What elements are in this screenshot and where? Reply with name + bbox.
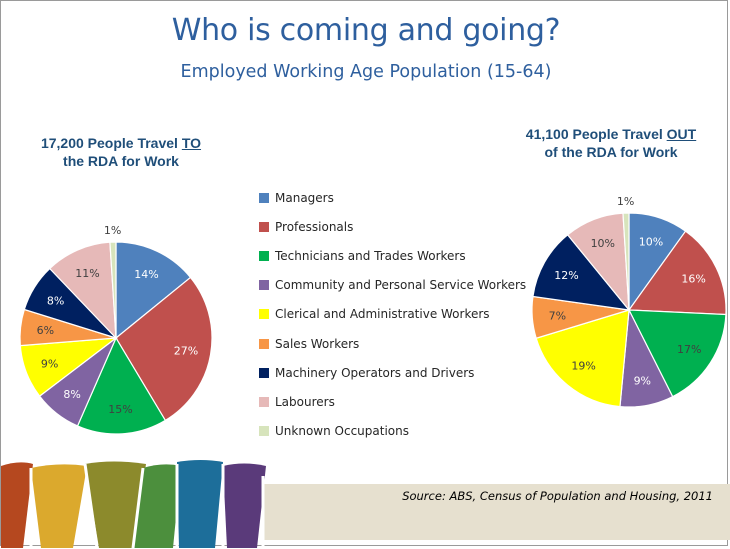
legend-swatch <box>259 309 269 320</box>
footer-band-shape <box>1 462 33 548</box>
heading-out-prefix: 41,100 People Travel <box>525 126 667 142</box>
legend-item: Managers <box>259 183 529 212</box>
legend-label: Unknown Occupations <box>275 424 409 439</box>
footer-separator <box>131 467 145 548</box>
pie-chart-to: 14% 27% 15% 8% 9% 6% 8% 11% 1% <box>19 224 213 435</box>
pie-data-label: 6% <box>37 324 54 337</box>
legend-swatch <box>259 192 269 203</box>
legend-item: Labourers <box>259 387 529 416</box>
footer-decoration <box>1 460 730 548</box>
legend-item: Clerical and Administrative Workers <box>259 300 529 329</box>
pie-data-label: 10% <box>591 237 615 250</box>
legend-label: Community and Personal Service Workers <box>275 278 527 293</box>
pie-slice <box>115 241 192 340</box>
pie-data-label: 12% <box>554 269 578 282</box>
pie-chart-out: 10% 16% 17% 9% 19% 7% 12% 10% 1% <box>531 195 727 408</box>
heading-to-suffix: the RDA for Work <box>63 153 179 169</box>
pie-slice <box>628 309 727 398</box>
legend-label: Managers <box>275 190 334 205</box>
footer-band-shape <box>223 463 266 548</box>
pie-data-label: 1% <box>617 195 634 208</box>
legend-swatch <box>259 426 269 437</box>
pie-data-label: 10% <box>639 236 663 249</box>
legend-swatch <box>259 280 269 291</box>
legend-label: Professionals <box>275 219 354 234</box>
footer-band-strip <box>263 484 730 540</box>
legend-item: Professionals <box>259 212 529 241</box>
chart-heading-out: 41,100 People Travel OUT of the RDA for … <box>511 125 711 161</box>
legend-item: Machinery Operators and Drivers <box>259 358 529 387</box>
pie-slice <box>622 212 630 311</box>
pie-slice <box>115 276 213 422</box>
legend-item: Community and Personal Service Workers <box>259 271 529 300</box>
source-note: Source: ABS, Census of Population and Ho… <box>402 489 713 503</box>
legend-label: Sales Workers <box>275 336 360 351</box>
legend-label: Labourers <box>275 394 335 409</box>
slide-title: Who is coming and going? <box>171 13 561 48</box>
heading-to-prefix: 17,200 People Travel <box>40 135 182 151</box>
pie-data-label: 9% <box>634 375 651 388</box>
chart-heading-to: 17,200 People Travel TO the RDA for Work <box>21 134 221 170</box>
footer-band-shape <box>31 464 87 548</box>
pie-slice <box>627 230 727 316</box>
pie-data-label: 15% <box>108 403 132 416</box>
legend-item: Unknown Occupations <box>259 417 529 446</box>
legend-label: Clerical and Administrative Workers <box>275 307 490 322</box>
pie-slice <box>76 336 167 435</box>
pie-slice <box>532 233 631 311</box>
legend-swatch <box>259 250 269 261</box>
footer-separator <box>83 463 99 548</box>
legend-swatch <box>259 221 269 232</box>
pie-data-label: 27% <box>174 344 198 357</box>
pie-data-label: 11% <box>75 267 99 280</box>
pie-slice <box>48 241 117 340</box>
pie-data-label: 16% <box>681 273 705 286</box>
legend-item: Technicians and Trades Workers <box>259 241 529 270</box>
pie-data-label: 8% <box>63 388 80 401</box>
heading-to-keyword: TO <box>181 135 202 151</box>
pie-data-label: 9% <box>41 357 58 370</box>
legend-label: Technicians and Trades Workers <box>275 248 466 263</box>
pie-data-label: 19% <box>571 360 595 373</box>
footer-band-shape <box>85 461 146 548</box>
pie-data-label: 7% <box>549 310 566 323</box>
legend-swatch <box>259 396 269 407</box>
footer-band-shape <box>133 464 181 548</box>
pie-data-label: 8% <box>47 295 64 308</box>
legend-swatch <box>259 338 269 349</box>
pie-data-label: 1% <box>104 224 121 237</box>
pie-data-label: 17% <box>677 343 701 356</box>
legend-swatch <box>259 367 269 378</box>
legend-item: Sales Workers <box>259 329 529 358</box>
chart-legend: Managers Professionals Technicians and Tra… <box>259 183 529 446</box>
legend-label: Machinery Operators and Drivers <box>275 365 475 380</box>
pie-slice <box>535 309 630 408</box>
heading-out-keyword: OUT <box>666 126 697 142</box>
pie-slice <box>109 241 117 339</box>
footer-band-shape <box>177 460 223 548</box>
pie-data-label: 14% <box>134 268 158 281</box>
slide-subtitle: Employed Working Age Population (15-64) <box>180 62 552 82</box>
heading-out-suffix: of the RDA for Work <box>544 144 678 160</box>
